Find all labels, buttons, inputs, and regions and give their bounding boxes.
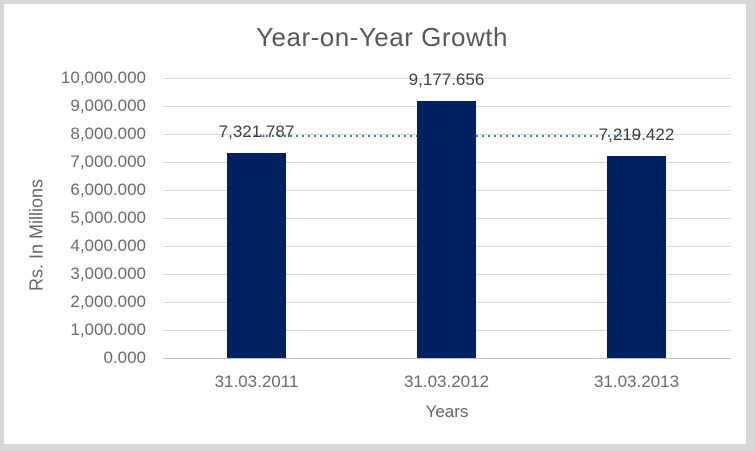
bar-data-label: 7,321.787	[218, 121, 295, 141]
x-category-label: 31.03.2013	[593, 372, 680, 391]
chart-title: Year-on-Year Growth	[256, 22, 508, 52]
y-tick-label: 6,000.000	[70, 180, 146, 199]
bar	[417, 101, 476, 358]
gridline	[163, 77, 731, 79]
bar-data-label: 7,219.422	[598, 124, 675, 144]
y-tick-label: 10,000.000	[60, 68, 146, 87]
x-category-label: 31.03.2011	[214, 372, 299, 391]
y-tick-label: 3,000.000	[70, 264, 146, 283]
y-tick-label: 5,000.000	[70, 208, 146, 227]
bar	[607, 155, 666, 358]
x-axis-title: Years	[425, 402, 469, 421]
y-tick-label: 7,000.000	[70, 152, 146, 171]
bar	[227, 152, 286, 358]
y-tick-label: 2,000.000	[70, 292, 146, 311]
y-tick-label: 4,000.000	[70, 236, 146, 255]
bar-data-label: 9,177.656	[408, 70, 485, 90]
y-axis-title: Rs. In Millions	[26, 178, 47, 292]
y-tick-label: 8,000.000	[70, 124, 146, 143]
x-axis-line	[163, 357, 731, 359]
y-tick-label: 1,000.000	[70, 320, 146, 339]
y-tick-label: 0.000	[103, 348, 146, 367]
x-category-label: 31.03.2012	[403, 372, 490, 391]
y-tick-label: 9,000.000	[70, 96, 146, 115]
